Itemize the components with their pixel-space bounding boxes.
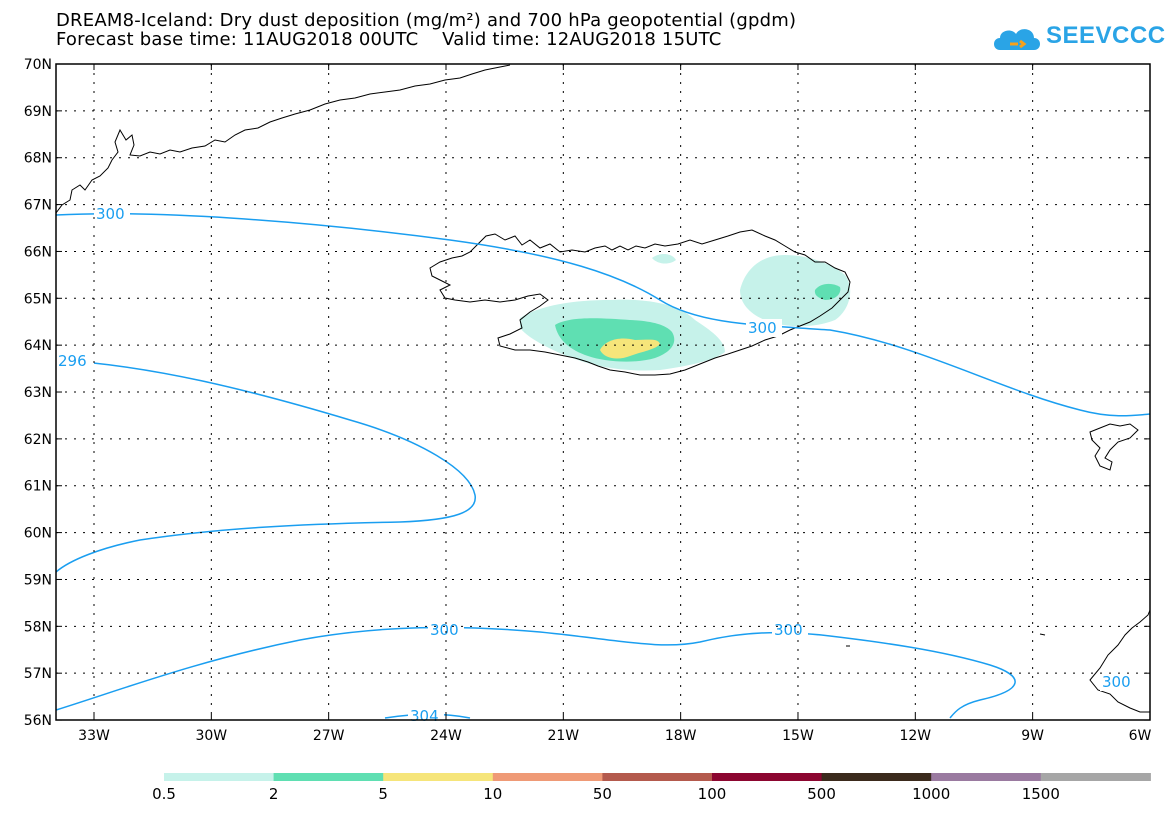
coastlines [55,64,1151,713]
lat-label: 60N [24,526,52,542]
colorbar-swatch [492,773,603,781]
contour-label: 304 [410,707,439,725]
map-title: DREAM8-Iceland: Dry dust deposition (mg/… [56,10,797,31]
dust-region-light-north [652,254,676,264]
greenland-coast [55,64,511,214]
colorbar-swatch [164,773,275,781]
lon-label: 30W [195,728,227,744]
lat-label: 64N [24,338,52,354]
dust-region-high [600,338,660,359]
cloud-icon [994,29,1040,50]
lat-label: 56N [24,713,52,729]
lon-label: 27W [313,728,345,744]
dust-region-medium-east [814,283,841,300]
lon-label: 18W [665,728,697,744]
colorbar-swatch [712,773,823,781]
islet [1039,633,1046,636]
colorbar-swatch [602,773,713,781]
lon-label: 6W [1129,728,1152,744]
lon-label: 12W [899,728,931,744]
lat-label: 65N [24,291,52,307]
lon-label: 21W [547,728,579,744]
gridlines [56,64,1150,720]
contour-label: 300 [748,319,777,337]
forecast-times: Forecast base time: 11AUG2018 00UTC Vali… [56,29,722,50]
colorbar-label: 500 [807,785,836,803]
colorbar-label: 1500 [1022,785,1060,803]
lat-label: 70N [24,57,52,73]
lat-label: 69N [24,104,52,120]
colorbar-label: 1000 [912,785,950,803]
lon-label: 24W [430,728,462,744]
colorbar-swatch [273,773,384,781]
scotland-coast [1089,609,1151,713]
faroe-coast [1089,423,1139,471]
colorbar-label: 100 [698,785,727,803]
lat-label: 58N [24,619,52,635]
colorbar-label: 5 [378,785,388,803]
lat-label: 66N [24,244,52,260]
lon-label: 15W [782,728,814,744]
longitude-labels: 33W 30W 27W 24W 21W 18W 15W 12W 9W 6W [78,728,1151,744]
contour-label: 296 [58,352,87,370]
contour-296 [55,359,476,573]
seevccc-logo [994,29,1040,50]
contour-label: 300 [774,621,803,639]
map-frame [55,63,1151,721]
colorbar-swatch [383,773,494,781]
colorbar-label: 50 [593,785,612,803]
contour-300-north [55,212,1151,417]
lat-label: 62N [24,432,52,448]
lat-label: 67N [24,198,52,214]
colorbar-swatch [931,773,1042,781]
dust-deposition-layer [520,254,851,371]
lat-label: 59N [24,572,52,588]
colorbar-swatch [821,773,932,781]
dust-region-light-east [740,255,851,327]
lon-label: 33W [78,728,110,744]
colorbar-label: 2 [269,785,279,803]
colorbar-label: 10 [483,785,502,803]
logo-text: SEEVCCC [1046,22,1166,49]
lat-label: 61N [24,479,52,495]
contour-label-group: 300 296 300 300 300 304 300 [56,205,1136,725]
lat-label: 63N [24,385,52,401]
lat-label: 57N [24,666,52,682]
latitude-labels: 70N 69N 68N 67N 66N 65N 64N 63N 62N 61N 60N 59N 58N 5… [24,57,52,729]
colorbar-label: 0.5 [152,785,176,803]
contour-label: 300 [96,205,125,223]
contour-label: 300 [430,621,459,639]
lon-label: 9W [1021,728,1044,744]
iceland-coast [429,229,851,376]
contour-300-south [55,626,1016,719]
geopotential-contours [55,212,1151,719]
contour-label: 300 [1102,673,1131,691]
axis-ticks [56,63,1151,721]
colorbar-swatch [1040,773,1151,781]
colorbar: 0.5 2 5 10 50 100 500 1000 1500 [152,773,1151,803]
lat-label: 68N [24,151,52,167]
